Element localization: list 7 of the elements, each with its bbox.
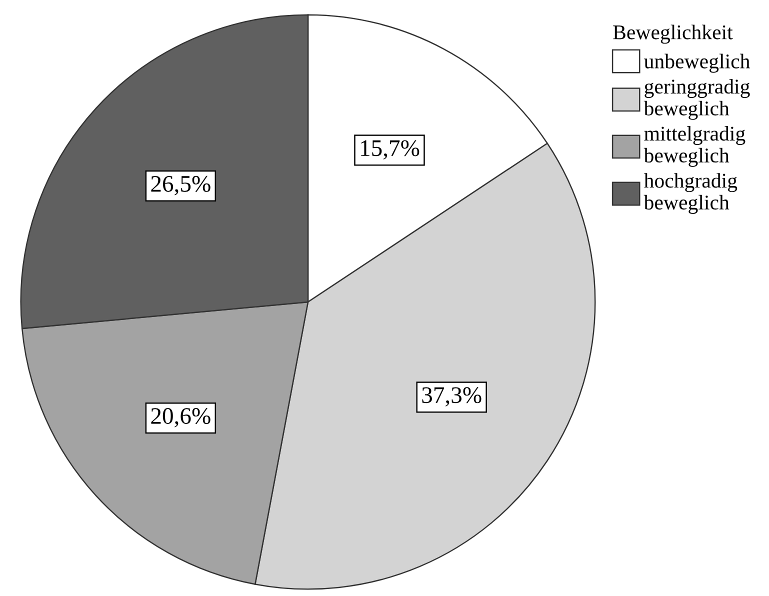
legend-label: unbeweglich (644, 54, 750, 73)
data-label: 20,6% (151, 408, 210, 428)
legend-title: Beweglichkeit (613, 24, 733, 44)
data-label: 26,5% (151, 176, 210, 196)
legend-label: hochgradig beweglich (644, 173, 738, 214)
data-label: 37,3% (422, 387, 482, 406)
data-label: 15,7% (361, 140, 420, 160)
